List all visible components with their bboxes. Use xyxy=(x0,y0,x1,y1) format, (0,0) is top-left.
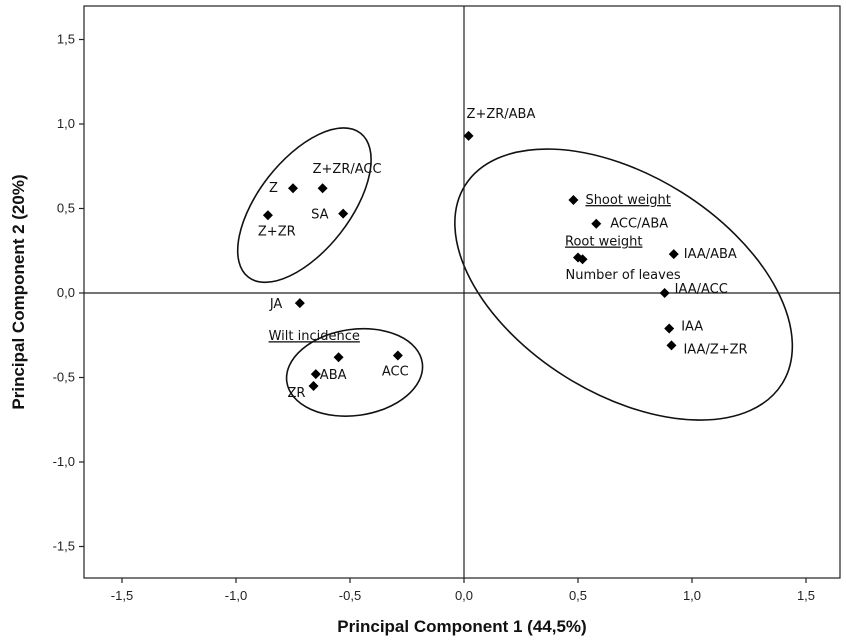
x-tick-label: 1,0 xyxy=(683,588,701,603)
data-point xyxy=(577,254,588,265)
data-point xyxy=(308,380,319,391)
x-tick-label: 0,5 xyxy=(569,588,587,603)
data-point xyxy=(392,350,403,361)
data-point xyxy=(659,288,670,298)
data-point xyxy=(317,183,328,194)
data-point xyxy=(591,218,602,229)
data-point xyxy=(294,298,305,309)
data-point xyxy=(664,323,675,334)
cluster-ellipse xyxy=(236,127,372,284)
y-axis-ticks: 1,5 1,0 0,5 0,0 -0,5 -1,0 -1,5 xyxy=(53,32,84,554)
point-label: Z xyxy=(269,181,278,196)
x-tick-label: 1,5 xyxy=(797,588,815,603)
point-label: ZR xyxy=(288,386,306,401)
y-tick-label: 0,0 xyxy=(57,285,75,300)
point-label: ACC xyxy=(382,365,409,380)
point-label: IAA xyxy=(681,319,703,334)
y-tick-label: 1,0 xyxy=(57,116,75,131)
data-point xyxy=(668,249,679,260)
point-labels: Z+ZR/ABA Z Z+ZR/ACC Z+ZR SA JA Wilt incidence A… xyxy=(258,107,748,401)
data-point xyxy=(666,340,677,351)
point-label: Z+ZR/ABA xyxy=(467,107,536,122)
point-label: IAA/ABA xyxy=(684,247,737,262)
x-tick-label: -1,0 xyxy=(225,588,247,603)
cluster-ellipse xyxy=(285,327,424,417)
point-label: IAA/Z+ZR xyxy=(683,342,747,357)
point-label: Shoot weight xyxy=(585,193,670,208)
x-axis-title: Principal Component 1 (44,5%) xyxy=(337,617,586,636)
point-label: Number of leaves xyxy=(566,268,681,283)
data-points xyxy=(262,130,679,391)
x-axis-ticks: -1,5 -1,0 -0,5 0,0 0,5 1,0 1,5 xyxy=(111,578,815,603)
data-point xyxy=(310,369,321,380)
y-tick-label: -1,5 xyxy=(53,539,75,554)
x-tick-label: -0,5 xyxy=(339,588,361,603)
point-label: Root weight xyxy=(565,235,642,250)
plot-area xyxy=(83,5,841,579)
data-point xyxy=(288,183,298,194)
point-label: Z+ZR/ACC xyxy=(313,162,382,177)
data-point xyxy=(568,195,579,206)
point-label: ABA xyxy=(320,368,347,383)
cluster-ellipse xyxy=(454,148,794,421)
data-point xyxy=(262,210,273,221)
data-point xyxy=(338,208,349,219)
y-tick-label: 0,5 xyxy=(57,201,75,216)
y-axis-title: Principal Component 2 (20%) xyxy=(9,174,28,409)
point-label: Z+ZR xyxy=(258,224,296,239)
y-tick-label: 1,5 xyxy=(57,32,75,47)
data-point xyxy=(333,352,344,363)
point-label: Wilt incidence xyxy=(269,329,360,344)
point-label: SA xyxy=(311,208,328,223)
point-label: JA xyxy=(269,297,283,312)
point-label: IAA/ACC xyxy=(675,282,728,297)
data-point xyxy=(463,130,474,141)
y-tick-label: -0,5 xyxy=(53,370,75,385)
cluster-ellipses xyxy=(236,127,794,421)
x-tick-label: 0,0 xyxy=(455,588,473,603)
x-tick-label: -1,5 xyxy=(111,588,133,603)
y-tick-label: -1,0 xyxy=(53,454,75,469)
point-label: ACC/ABA xyxy=(610,217,668,232)
